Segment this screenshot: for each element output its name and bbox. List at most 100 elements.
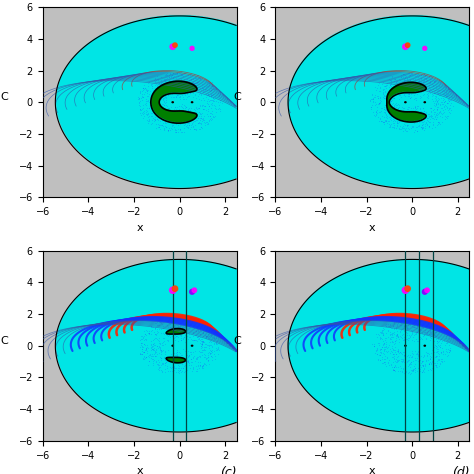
Point [385,342,392,349]
Point [405,92,413,100]
Point [412,324,419,332]
Point [392,78,400,85]
Point [377,328,385,336]
Point [172,324,180,332]
Point [439,97,447,104]
Point [198,363,206,370]
Point [445,341,453,349]
Point [417,88,425,96]
Point [428,92,436,100]
Point [405,77,412,84]
Point [372,91,379,99]
Point [183,122,191,129]
Point [202,334,210,341]
Point [422,109,430,117]
Point [444,337,451,345]
Point [184,357,191,365]
Point [387,345,394,353]
Point [435,346,442,353]
Point [445,112,452,120]
Point [428,73,436,81]
Point [208,82,215,90]
Point [379,327,386,334]
Point [423,349,430,357]
Point [196,322,203,330]
Point [405,103,413,111]
Point [383,119,390,127]
Point [152,352,159,360]
Point [438,113,446,121]
Point [439,100,447,108]
Point [144,86,152,94]
Point [367,103,375,110]
Point [416,77,423,85]
Point [153,342,161,349]
Point [399,315,407,323]
Point [386,86,394,93]
Point [173,106,180,113]
Point [192,355,200,362]
Point [212,108,219,116]
Point [179,314,186,322]
Point [209,346,216,354]
Point [435,324,442,332]
Point [435,355,443,363]
Point [162,119,170,127]
Point [137,111,145,118]
Point [394,345,402,353]
Point [373,350,381,358]
Point [147,120,155,128]
Point [420,91,428,98]
Point [378,117,386,125]
Point [374,356,382,363]
Point [390,351,397,358]
Point [180,333,188,341]
Point [388,97,395,104]
Point [420,126,428,134]
Point [414,122,421,129]
Point [416,323,423,330]
Point [137,106,144,114]
Point [379,356,386,363]
Point [404,106,412,113]
Point [447,96,455,104]
Point [196,74,204,82]
Point [178,334,185,342]
Point [420,352,428,360]
Point [173,330,181,338]
Point [442,113,450,120]
Point [191,332,199,339]
Point [404,74,411,82]
Point [388,337,396,345]
Point [138,346,146,353]
Point [435,76,443,83]
Point [142,344,150,351]
Point [169,363,176,371]
Point [141,328,148,335]
Point [196,361,204,369]
Point [161,347,168,355]
Point [428,321,435,328]
Y-axis label: C: C [1,92,9,102]
Point [432,343,440,350]
Point [171,363,178,370]
Point [184,92,191,100]
Point [143,86,150,94]
Point [175,69,182,76]
Point [182,321,190,329]
Point [436,109,443,117]
Point [432,332,439,339]
Point [197,353,204,361]
Point [184,105,192,113]
Point [407,90,414,98]
Point [432,342,440,350]
Point [169,359,177,367]
Point [173,127,180,134]
Point [187,348,194,356]
Point [442,82,449,90]
Point [198,81,206,88]
Point [402,321,410,329]
Point [417,323,425,331]
Point [161,356,169,364]
Point [148,345,156,352]
